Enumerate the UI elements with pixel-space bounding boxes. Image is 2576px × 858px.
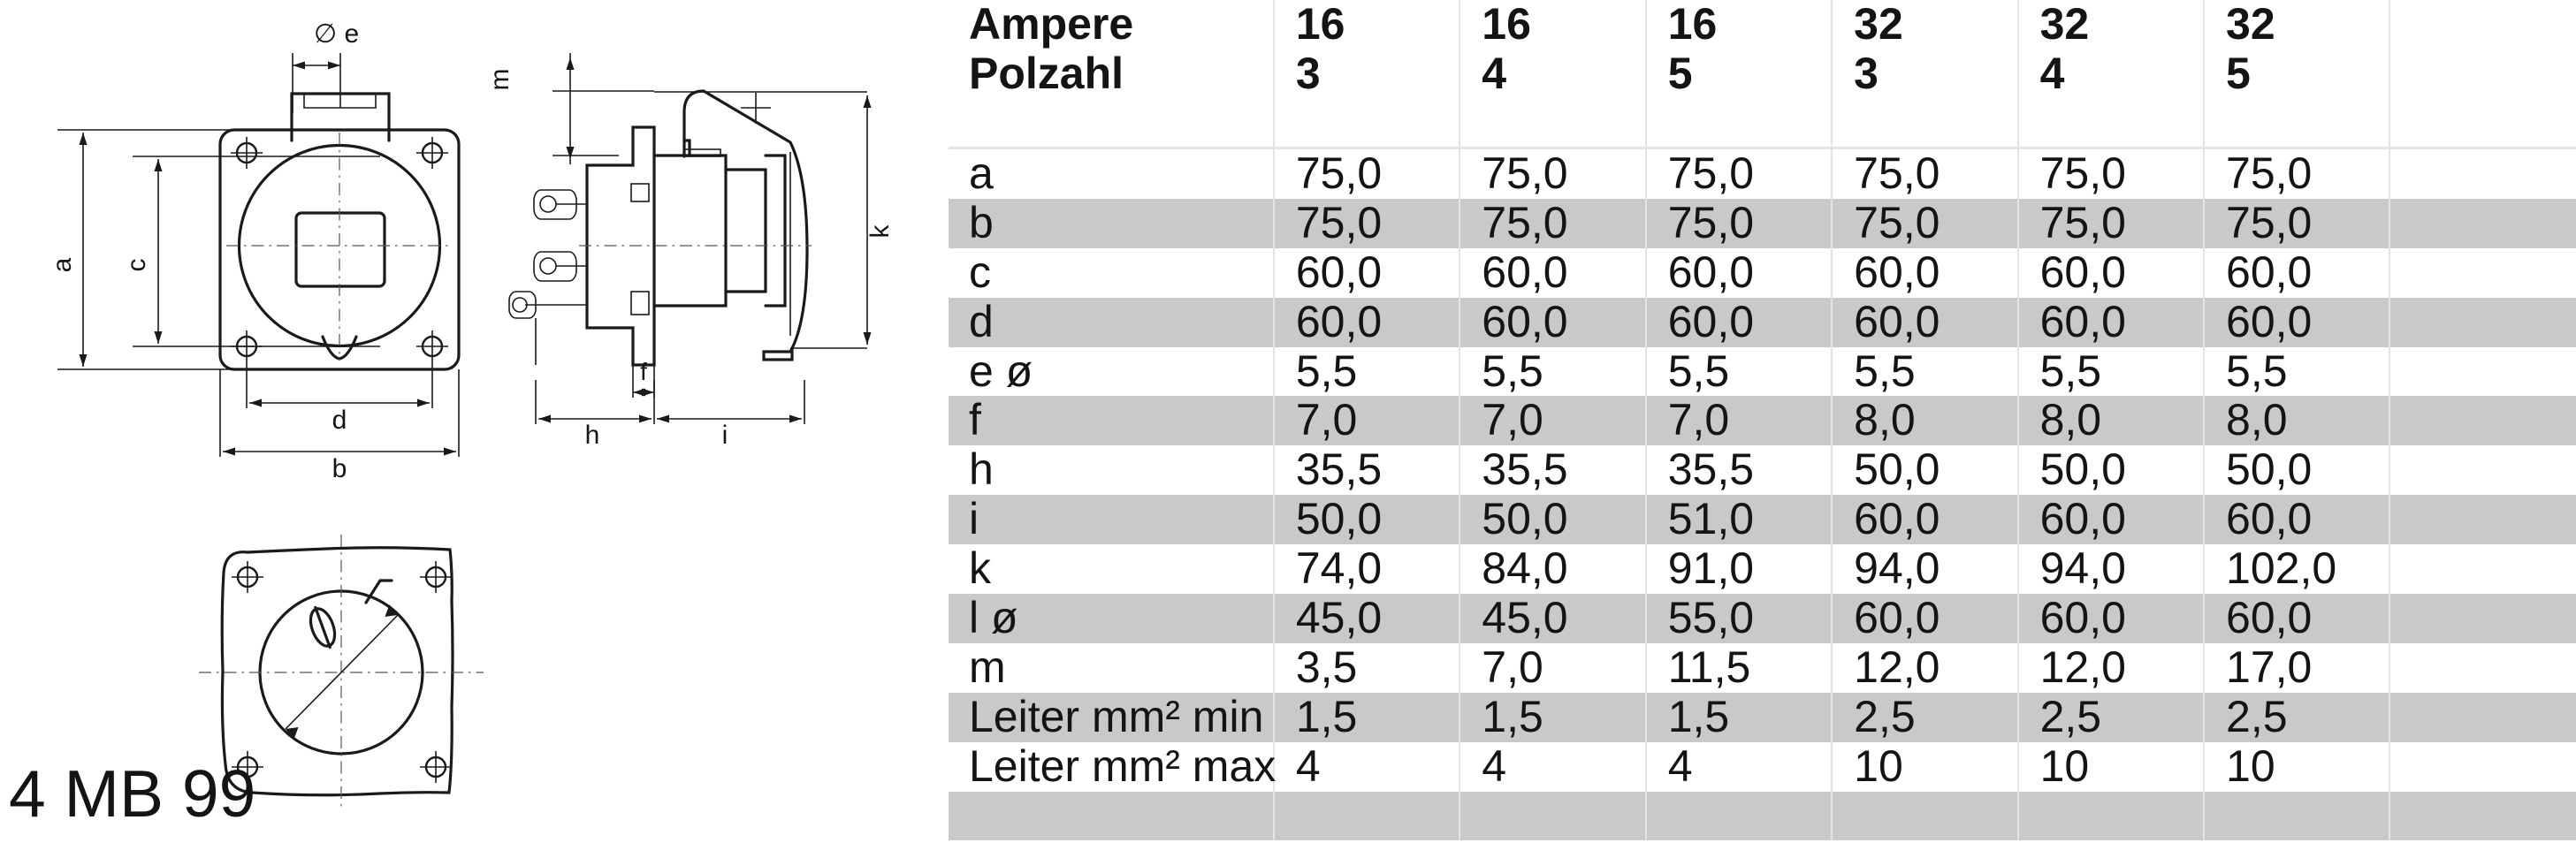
- svg-text:c: c: [122, 259, 151, 272]
- svg-text:m: m: [485, 69, 514, 91]
- svg-text:i: i: [722, 421, 728, 450]
- svg-text:h: h: [585, 421, 600, 450]
- svg-text:b: b: [332, 454, 347, 483]
- svg-text:a: a: [48, 257, 77, 272]
- svg-text:d: d: [332, 406, 347, 435]
- svg-text:k: k: [865, 224, 895, 239]
- svg-text:∅ e: ∅ e: [314, 19, 359, 49]
- svg-text:4 MB 99: 4 MB 99: [9, 756, 255, 831]
- svg-text:f: f: [640, 358, 647, 385]
